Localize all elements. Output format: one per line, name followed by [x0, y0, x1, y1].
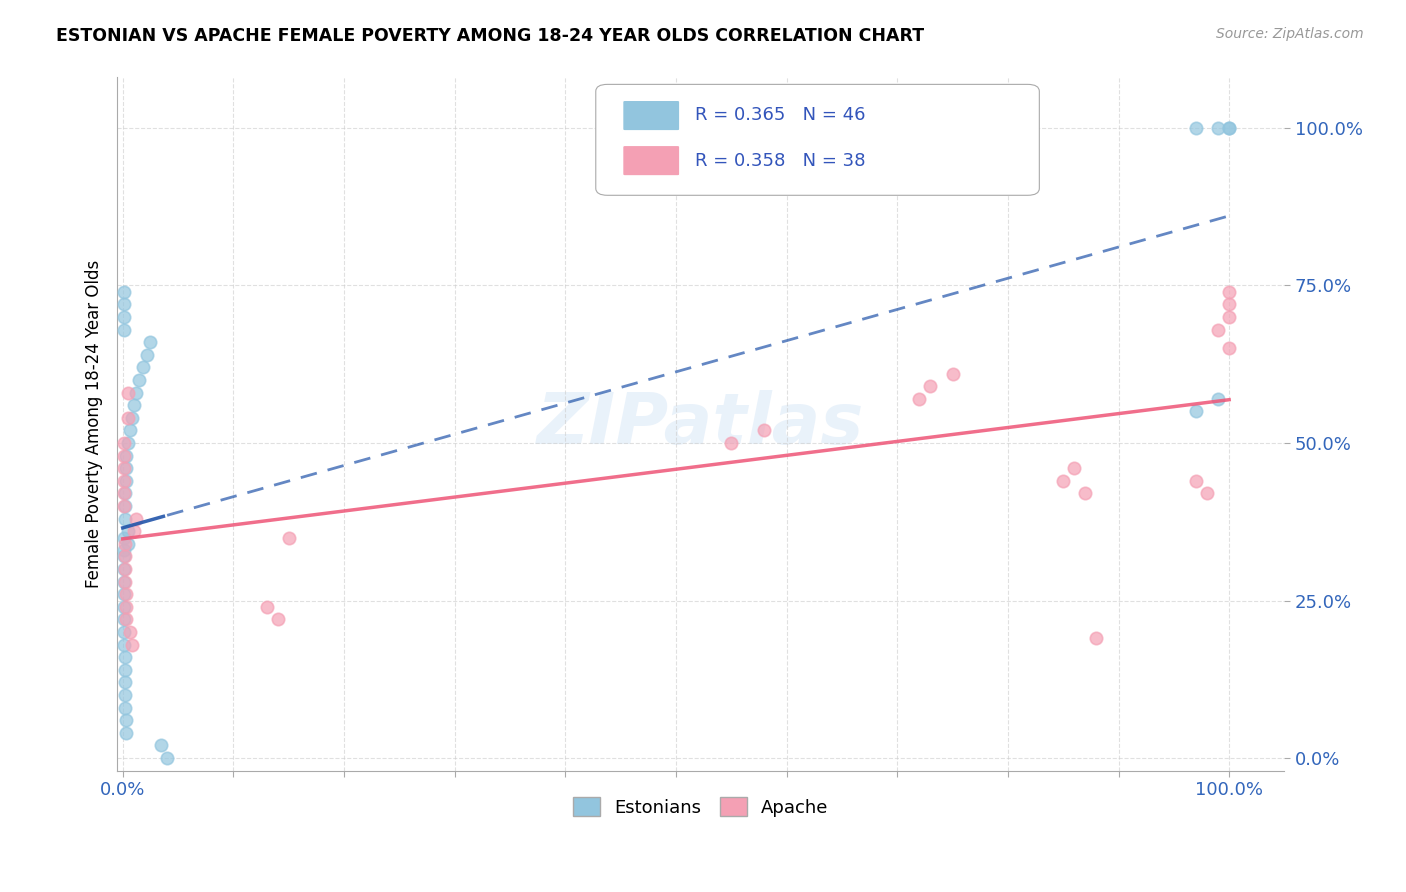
FancyBboxPatch shape: [623, 100, 681, 131]
Point: [112, 543, 135, 558]
Point: [1218, 297, 1240, 311]
Point: [1218, 342, 1240, 356]
Point: [115, 587, 138, 601]
Point: [1185, 474, 1208, 488]
Point: [112, 297, 135, 311]
Point: [114, 549, 136, 564]
Point: [136, 348, 159, 362]
Text: ESTONIAN VS APACHE FEMALE POVERTY AMONG 18-24 YEAR OLDS CORRELATION CHART: ESTONIAN VS APACHE FEMALE POVERTY AMONG …: [56, 27, 924, 45]
Point: [112, 612, 135, 626]
Point: [114, 663, 136, 677]
Point: [117, 385, 139, 400]
Point: [114, 700, 136, 714]
Point: [114, 574, 136, 589]
Point: [908, 392, 931, 406]
Point: [1085, 632, 1108, 646]
Point: [1218, 285, 1240, 299]
Point: [114, 537, 136, 551]
Point: [941, 367, 963, 381]
Point: [117, 524, 139, 539]
Point: [720, 436, 742, 450]
Point: [114, 499, 136, 513]
Point: [1206, 120, 1229, 135]
Legend: Estonians, Apache: Estonians, Apache: [565, 790, 835, 824]
Text: R = 0.365   N = 46: R = 0.365 N = 46: [695, 106, 866, 124]
Point: [114, 562, 136, 576]
Point: [112, 436, 135, 450]
Point: [1074, 486, 1097, 500]
Point: [277, 531, 299, 545]
Point: [150, 739, 173, 753]
Point: [1195, 486, 1218, 500]
Point: [1185, 120, 1208, 135]
Point: [112, 638, 135, 652]
Point: [114, 486, 136, 500]
Point: [122, 524, 145, 539]
Point: [131, 360, 153, 375]
Point: [156, 751, 179, 765]
Point: [121, 638, 143, 652]
Point: [1218, 310, 1240, 324]
Point: [115, 612, 138, 626]
Point: [112, 310, 135, 324]
Point: [1052, 474, 1074, 488]
Point: [114, 650, 136, 665]
Point: [117, 537, 139, 551]
Point: [115, 713, 138, 727]
Point: [112, 474, 135, 488]
Point: [121, 410, 143, 425]
Point: [114, 688, 136, 702]
Point: [112, 531, 135, 545]
Point: [115, 461, 138, 475]
Point: [1206, 322, 1229, 336]
Point: [120, 625, 142, 640]
Point: [112, 486, 135, 500]
Point: [112, 625, 135, 640]
Point: [1206, 392, 1229, 406]
Text: Source: ZipAtlas.com: Source: ZipAtlas.com: [1216, 27, 1364, 41]
Point: [128, 373, 150, 387]
Point: [115, 599, 138, 614]
Point: [112, 574, 135, 589]
Point: [112, 549, 135, 564]
Point: [112, 449, 135, 463]
Point: [117, 436, 139, 450]
Point: [120, 423, 142, 437]
Point: [139, 335, 162, 350]
Point: [112, 285, 135, 299]
Point: [112, 499, 135, 513]
Point: [115, 449, 138, 463]
Text: R = 0.358   N = 38: R = 0.358 N = 38: [695, 152, 866, 169]
Point: [112, 461, 135, 475]
Point: [117, 410, 139, 425]
Point: [112, 562, 135, 576]
Point: [1185, 404, 1208, 418]
Point: [125, 511, 148, 525]
Point: [920, 379, 942, 393]
Point: [256, 599, 278, 614]
Point: [114, 675, 136, 690]
Point: [266, 612, 288, 626]
Y-axis label: Female Poverty Among 18-24 Year Olds: Female Poverty Among 18-24 Year Olds: [86, 260, 103, 588]
Point: [115, 726, 138, 740]
Point: [1218, 120, 1240, 135]
FancyBboxPatch shape: [623, 145, 681, 176]
Point: [122, 398, 145, 412]
Point: [115, 474, 138, 488]
Text: ZIPatlas: ZIPatlas: [537, 390, 865, 458]
Point: [1063, 461, 1085, 475]
FancyBboxPatch shape: [596, 85, 1039, 195]
Point: [112, 599, 135, 614]
Point: [112, 322, 135, 336]
Point: [1218, 120, 1240, 135]
Point: [125, 385, 148, 400]
Point: [754, 423, 776, 437]
Point: [112, 587, 135, 601]
Point: [114, 511, 136, 525]
